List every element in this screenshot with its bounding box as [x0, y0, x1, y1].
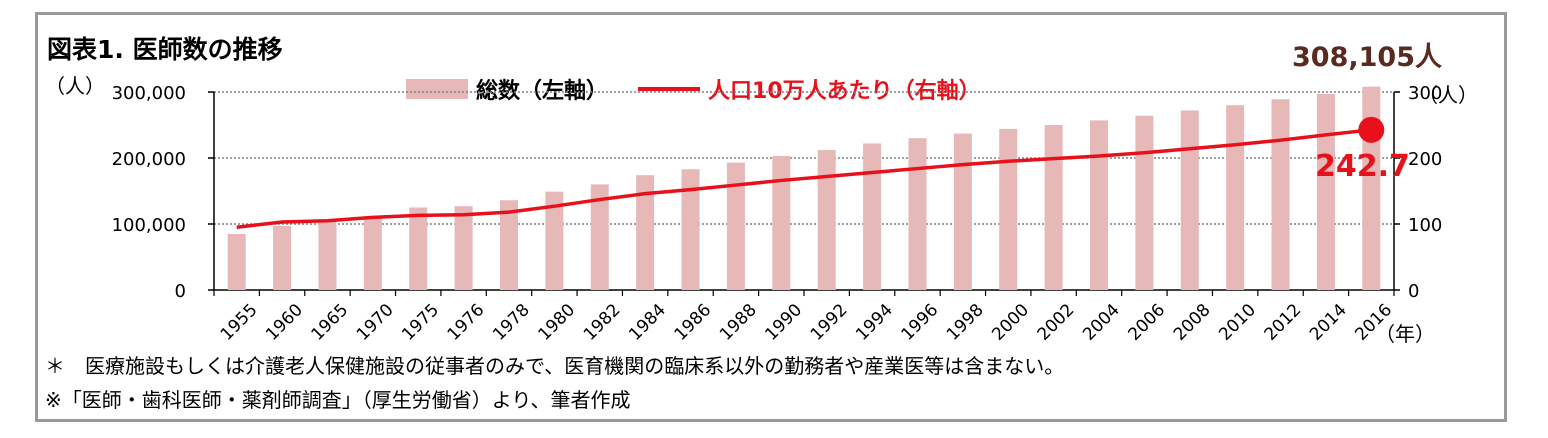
- left-tick-label: 0: [175, 281, 186, 302]
- right-axis-unit: （人）: [1418, 83, 1478, 107]
- x-tick-label: 1980: [534, 300, 579, 345]
- x-tick-label: 1955: [217, 300, 262, 345]
- x-tick-label: 1996: [898, 300, 943, 345]
- right-tick-label: 100: [1408, 215, 1442, 236]
- bar: [1044, 125, 1063, 290]
- bar: [318, 221, 337, 290]
- bar: [636, 175, 655, 290]
- x-tick-label: 2012: [1261, 300, 1306, 345]
- bar: [817, 150, 836, 290]
- x-tick-label: 2008: [1170, 300, 1215, 345]
- x-tick-label: 2002: [1034, 300, 1079, 345]
- bar: [726, 162, 745, 290]
- left-tick-label: 100,000: [112, 215, 186, 236]
- per-capita-line: [236, 128, 1372, 230]
- right-tick-label: 200: [1408, 149, 1442, 170]
- x-tick-label: 1988: [716, 300, 761, 345]
- bar: [500, 200, 518, 290]
- bar: [454, 206, 473, 290]
- bar: [681, 169, 700, 290]
- bar: [772, 156, 791, 290]
- bar: [227, 233, 246, 290]
- bar: [908, 138, 927, 290]
- x-tick-label: 2004: [1079, 300, 1124, 345]
- x-tick-label: 1994: [852, 300, 897, 345]
- chart-title: 図表1. 医師数の推移: [47, 35, 283, 64]
- x-axis-unit: （年）: [1375, 322, 1435, 346]
- chart-frame: [35, 12, 1507, 422]
- x-tick-label: 1986: [671, 300, 716, 345]
- bar: [409, 207, 428, 290]
- x-tick-label: 2014: [1306, 300, 1351, 345]
- x-tick-label: 1990: [761, 300, 806, 345]
- right-tick-label: 0: [1408, 281, 1419, 302]
- left-tick-label: 200,000: [112, 149, 186, 170]
- x-tick-label: 1960: [262, 300, 307, 345]
- legend-line-swatch: [638, 87, 701, 91]
- bar: [363, 216, 382, 290]
- x-tick-label: 1978: [489, 300, 534, 345]
- left-tick-label: 300,000: [112, 83, 186, 104]
- bar: [953, 133, 972, 290]
- bar: [1271, 99, 1290, 290]
- bar: [545, 191, 564, 290]
- x-tick-label: 1982: [580, 300, 625, 345]
- note-source: ※「医師・歯科医師・薬剤師調査」（厚生労働省）より、筆者作成: [45, 388, 631, 412]
- x-tick-label: 1998: [943, 300, 988, 345]
- x-tick-label: 1992: [807, 300, 852, 345]
- x-tick-label: 2006: [1124, 300, 1169, 345]
- bar: [1226, 105, 1245, 290]
- left-axis-unit: （人）: [45, 74, 105, 98]
- bar: [1180, 110, 1199, 290]
- right-tick-label: 300: [1408, 83, 1442, 104]
- x-tick-label: 1975: [398, 300, 443, 345]
- x-tick-label: 1984: [625, 300, 670, 345]
- bar: [999, 128, 1018, 290]
- bar: [590, 184, 609, 290]
- last-total-annotation: 308,105人: [1292, 42, 1442, 73]
- x-tick-label: 1976: [444, 300, 489, 345]
- x-tick-label: 2000: [988, 300, 1033, 345]
- bar: [1090, 120, 1108, 290]
- bar: [863, 143, 882, 290]
- last-point-marker: [1358, 116, 1385, 143]
- last-per-capita-annotation: 242.7: [1315, 149, 1410, 184]
- bar: [1135, 115, 1154, 290]
- legend-bar-swatch: [406, 79, 468, 99]
- x-tick-label: 2010: [1215, 300, 1260, 345]
- x-tick-label: 2016: [1351, 300, 1396, 345]
- bar: [273, 225, 292, 290]
- bar: [1316, 93, 1335, 290]
- note-scope: ＊ 医療施設もしくは介護老人保健施設の従事者のみで、医育機関の臨床系以外の勤務者…: [45, 354, 1065, 378]
- x-tick-label: 1965: [308, 300, 353, 345]
- x-tick-label: 1970: [353, 300, 398, 345]
